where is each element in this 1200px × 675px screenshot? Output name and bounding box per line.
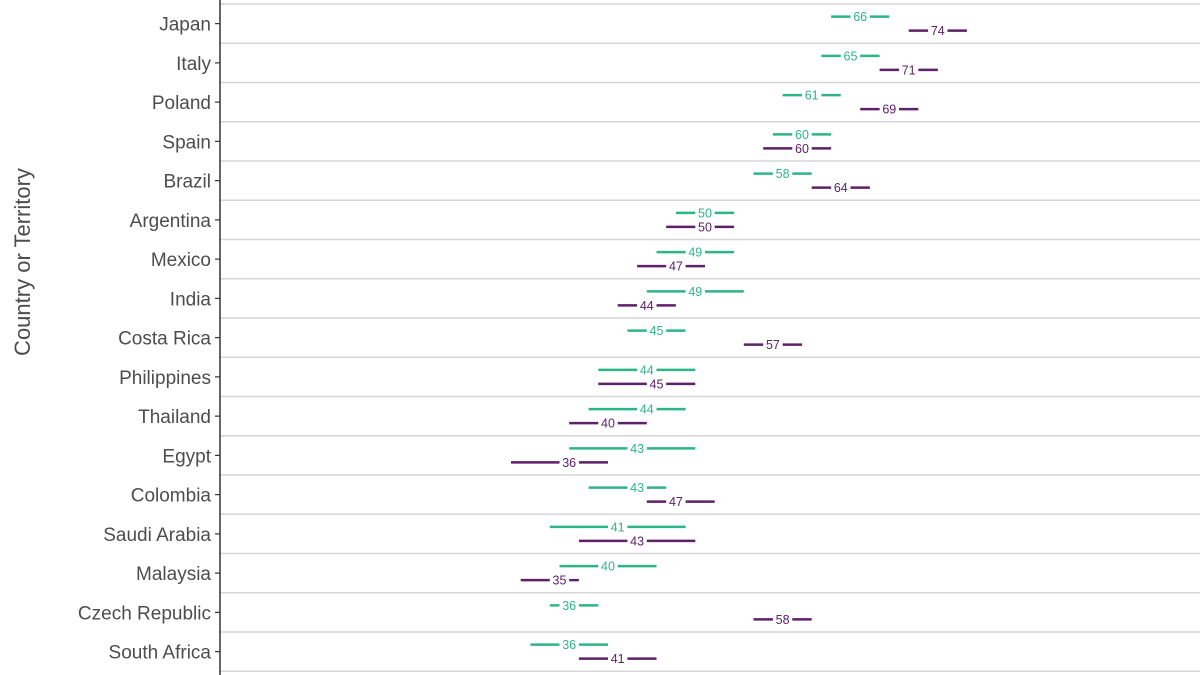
value-label: 61 [805, 89, 819, 103]
value-label: 36 [562, 599, 576, 613]
category-label: Egypt [162, 446, 211, 467]
value-label: 41 [611, 520, 625, 534]
category-labels: Japan Italy Poland Spain Brazil Argentina Mexi… [78, 15, 220, 664]
value-label: 58 [776, 167, 790, 181]
value-label: 69 [882, 103, 896, 117]
category-label: Argentina [130, 211, 212, 232]
value-label: 50 [698, 206, 712, 220]
value-label: 41 [611, 652, 625, 666]
category-label: India [170, 289, 212, 310]
category-label: Malaysia [136, 564, 211, 585]
value-label: 71 [902, 63, 916, 77]
category-label: Philippines [119, 368, 211, 389]
value-label: 66 [853, 10, 867, 24]
value-label: 40 [601, 417, 615, 431]
value-label: 43 [630, 442, 644, 456]
value-label: 64 [834, 181, 848, 195]
value-label: 44 [640, 363, 654, 377]
category-label: Brazil [163, 172, 211, 193]
category-label: Czech Republic [78, 603, 211, 624]
value-label: 50 [698, 220, 712, 234]
value-label: 44 [640, 403, 654, 417]
category-label: Mexico [151, 250, 211, 271]
value-label: 43 [630, 534, 644, 548]
category-label: Costa Rica [118, 329, 211, 350]
value-label: 45 [650, 324, 664, 338]
value-label: 57 [766, 338, 780, 352]
value-label: 60 [795, 142, 809, 156]
value-label: 60 [795, 128, 809, 142]
value-label: 47 [669, 495, 683, 509]
value-label: 36 [562, 456, 576, 470]
category-label: Italy [176, 54, 211, 75]
marks-layer: 6674657161696060586450504947494445574445… [511, 10, 967, 666]
value-label: 49 [688, 246, 702, 260]
value-label: 35 [553, 574, 567, 588]
value-label: 45 [650, 377, 664, 391]
y-axis-title: Country or Territory [10, 168, 35, 356]
value-label: 58 [776, 613, 790, 627]
value-label: 65 [844, 49, 858, 63]
value-label: 40 [601, 560, 615, 574]
value-label: 47 [669, 260, 683, 274]
category-label: South Africa [109, 643, 212, 664]
category-label: Poland [152, 93, 211, 114]
category-label: Spain [162, 132, 211, 153]
grid-layer [220, 3, 1200, 672]
value-label: 43 [630, 481, 644, 495]
category-label: Japan [159, 15, 211, 36]
category-label: Saudi Arabia [103, 525, 211, 546]
category-label: Thailand [138, 407, 211, 428]
value-label: 49 [688, 285, 702, 299]
value-label: 74 [931, 24, 945, 38]
category-label: Colombia [131, 486, 212, 507]
value-label: 36 [562, 638, 576, 652]
value-label: 44 [640, 299, 654, 313]
